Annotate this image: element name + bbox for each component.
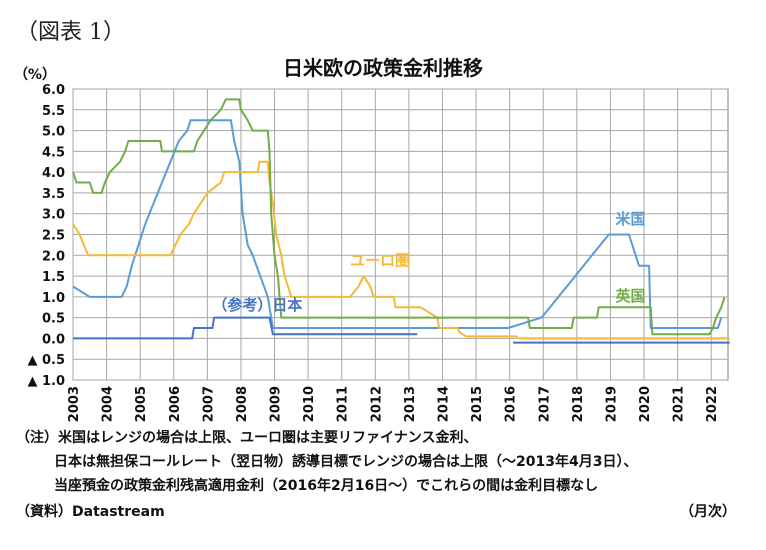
series-annotation: 英国 <box>615 287 645 305</box>
frequency-label: （月次） <box>680 504 736 520</box>
source-label: （資料）Datastream <box>16 504 165 520</box>
y-tick-label: 1.0 <box>42 291 65 306</box>
chart-notes: （注）米国はレンジの場合は上限、ユーロ圏は主要リファイナンス金利、 日本は無担保… <box>16 426 637 498</box>
note-line-3: 当座預金の政策金利残高適用金利（2016年2月16日～）でこれらの間は金利目標な… <box>54 478 599 494</box>
x-tick-label: 2003 <box>67 386 82 422</box>
y-axis-unit-label: （%） <box>14 67 57 83</box>
y-tick-label: ▲ 1.0 <box>27 374 65 389</box>
series-line-米国 <box>72 119 723 329</box>
y-tick-label: 5.0 <box>42 125 65 140</box>
policy-rate-line-chart: 6.0 5.5 5.0 4.5 4.0 3.5 3.0 2.5 2.0 1.5 1.0 0.5 0.0 ▲… <box>27 83 730 422</box>
x-tick-label: 2017 <box>537 386 552 422</box>
x-tick-label: 2018 <box>571 386 586 422</box>
series-line-英国 <box>72 98 726 336</box>
note-line-1: （注）米国はレンジの場合は上限、ユーロ圏は主要リファイナンス金利、 <box>16 430 478 446</box>
y-tick-label: 4.0 <box>42 166 65 181</box>
x-tick-label: 2020 <box>638 386 653 422</box>
y-tick-label: ▲ 0.5 <box>27 353 65 368</box>
x-tick-label: 2005 <box>134 386 149 422</box>
series-annotation: 米国 <box>615 210 645 228</box>
y-tick-label: 1.5 <box>42 270 65 285</box>
x-tick-label: 2015 <box>470 386 485 422</box>
x-tick-label: 2013 <box>403 386 418 422</box>
x-tick-label: 2010 <box>302 386 317 422</box>
y-tick-label: 0.0 <box>42 332 65 347</box>
y-tick-label: 3.5 <box>42 187 65 202</box>
x-tick-label: 2012 <box>369 386 384 422</box>
x-tick-label: 2007 <box>201 386 216 422</box>
y-tick-label: 5.5 <box>42 104 65 119</box>
y-tick-label: 2.5 <box>42 229 65 244</box>
x-tick-label: 2016 <box>504 386 519 422</box>
y-tick-label: 6.0 <box>42 83 65 98</box>
x-tick-label: 2019 <box>604 386 619 422</box>
x-tick-label: 2022 <box>705 386 720 422</box>
x-tick-label: 2004 <box>101 386 116 422</box>
y-tick-label: 4.5 <box>42 145 65 160</box>
x-tick-label: 2009 <box>269 386 284 422</box>
y-tick-label: 0.5 <box>42 312 65 327</box>
y-tick-label: 2.0 <box>42 249 65 264</box>
chart-title: 日米欧の政策金利推移 <box>283 56 483 80</box>
x-tick-label: 2008 <box>235 386 250 422</box>
series-annotation: ユーロ圏 <box>350 252 410 270</box>
series-line-ユーロ圏 <box>72 160 730 340</box>
series-annotation: （参考）日本 <box>212 296 302 314</box>
note-line-2: 日本は無担保コールレート（翌日物）誘導目標でレンジの場合は上限（～2013年4月… <box>54 454 638 470</box>
figure-label: （図表 1） <box>16 20 125 45</box>
series-line-日本 <box>73 316 418 340</box>
x-tick-label: 2006 <box>168 386 183 422</box>
x-tick-label: 2011 <box>336 386 351 422</box>
y-tick-label: 3.0 <box>42 208 65 223</box>
x-tick-label: 2021 <box>672 386 687 422</box>
x-tick-label: 2014 <box>436 386 451 422</box>
